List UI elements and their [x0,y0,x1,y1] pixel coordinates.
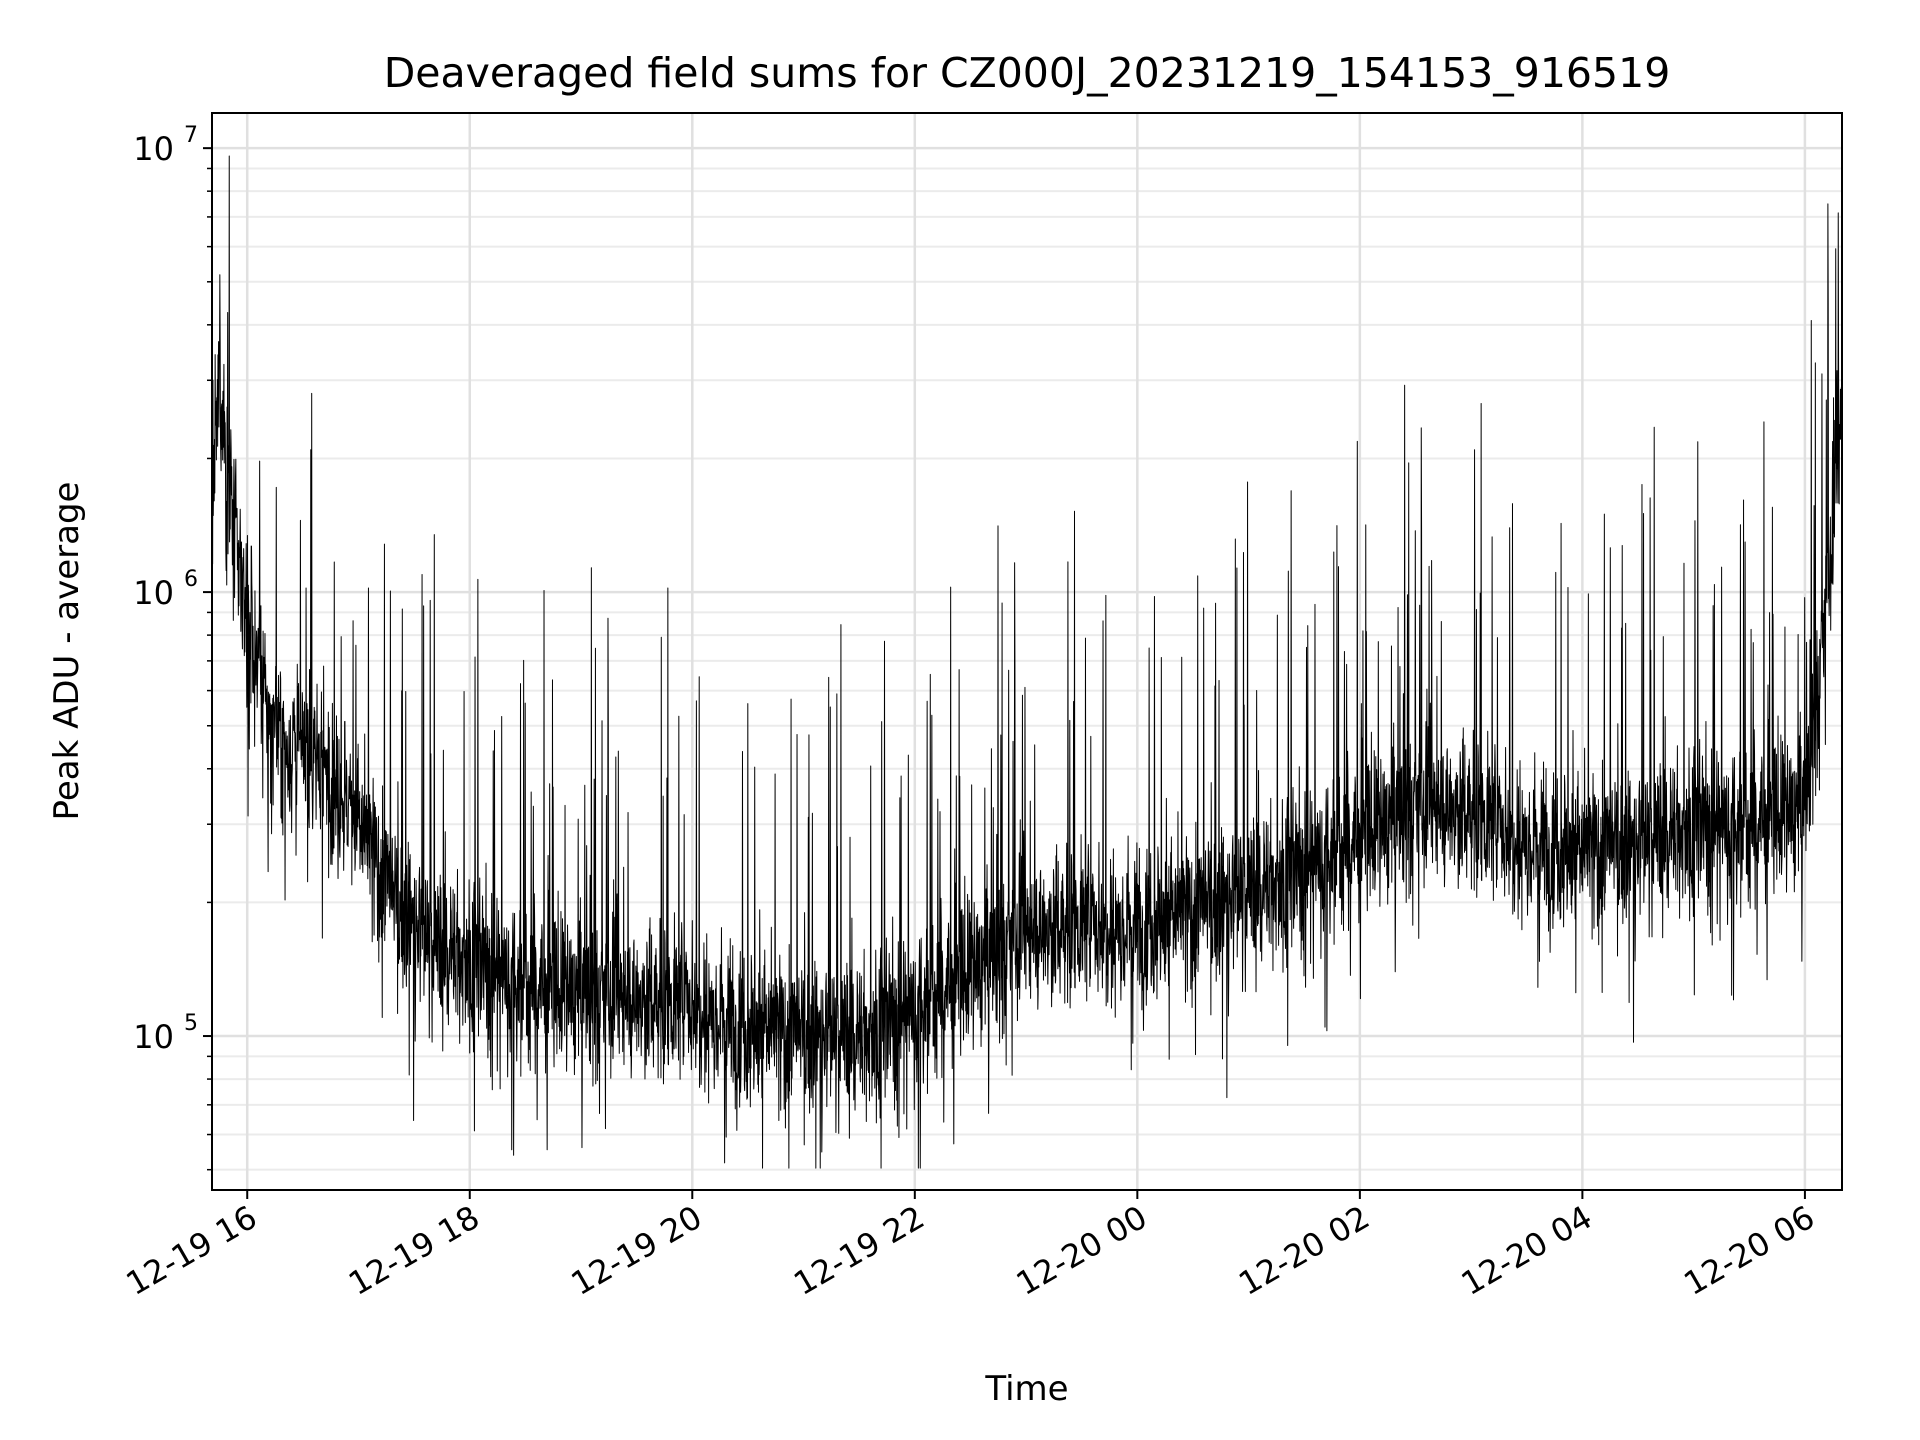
series-line [211,155,1843,1169]
y-tick-label: 10 [133,1018,174,1056]
y-axis-label: Peak ADU - average [47,482,87,821]
y-tick-exponent: 6 [184,567,198,592]
y-tick-label: 10 [133,130,174,168]
chart-title: Deaveraged field sums for CZ000J_2023121… [384,49,1671,97]
y-tick-label: 10 [133,574,174,612]
y-tick-exponent: 5 [184,1011,198,1036]
y-tick-exponent: 7 [184,123,198,148]
plot-frame [211,112,1843,1191]
x-axis-label: Time [984,1369,1068,1409]
series-layer [211,155,1843,1169]
